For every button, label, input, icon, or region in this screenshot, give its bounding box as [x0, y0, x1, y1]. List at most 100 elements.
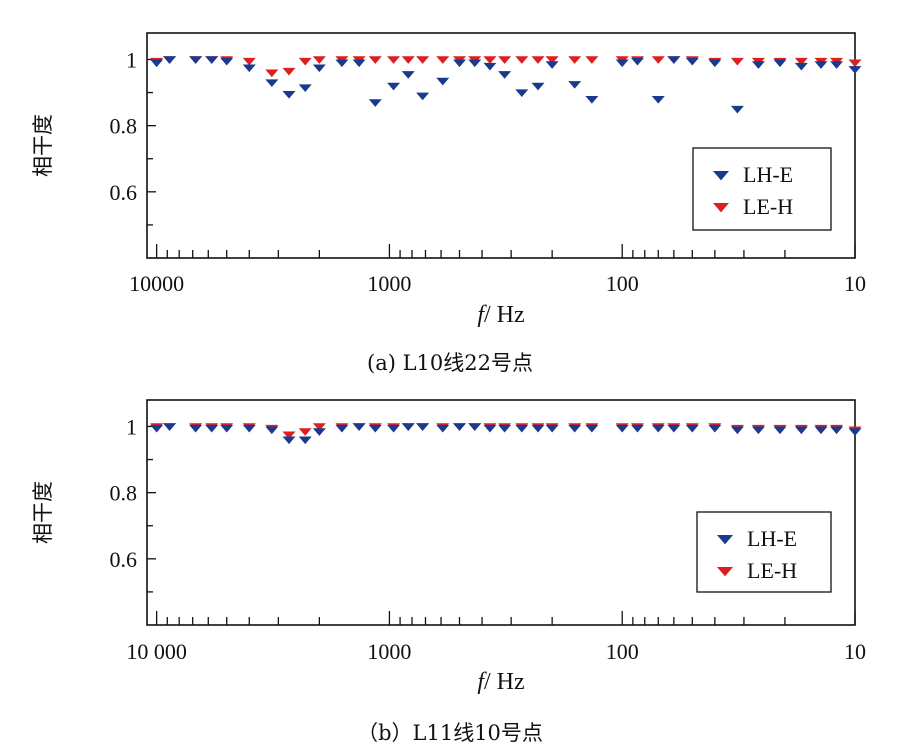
- marker-lh-e: [368, 424, 382, 433]
- marker-lh-e: [830, 426, 844, 435]
- marker-le-h: [416, 56, 430, 64]
- legend: LH-E LE-H: [696, 511, 832, 593]
- marker-le-h: [282, 67, 296, 76]
- marker-lh-e: [220, 424, 234, 433]
- marker-lh-e: [282, 90, 296, 99]
- x-axis-label: f/ Hz: [477, 669, 524, 695]
- marker-le-h: [531, 56, 545, 64]
- marker-lh-e: [615, 424, 629, 433]
- marker-lh-e: [189, 56, 203, 64]
- marker-lh-e: [708, 424, 722, 433]
- marker-lh-e: [189, 424, 203, 433]
- chart-1: 0.6 0.8 1 10 000 1000 100 10 相干度 f/ Hz （b）L11线10号…: [31, 399, 866, 745]
- marker-lh-e: [545, 424, 559, 433]
- marker-le-h: [368, 56, 382, 64]
- marker-le-h: [387, 56, 401, 64]
- marker-le-h: [568, 56, 582, 64]
- marker-lh-e: [531, 424, 545, 433]
- y-axis-label: 相干度: [31, 114, 55, 177]
- marker-lh-e: [150, 59, 164, 68]
- marker-lh-e: [312, 64, 326, 73]
- marker-lh-e: [794, 426, 808, 435]
- chart-0: 0.6 0.8 1 10000 1000 100 10 相干度 f/ Hz (a) L10线22号…: [31, 32, 866, 375]
- marker-lh-e: [150, 424, 164, 433]
- x-tick-label: 1000: [367, 639, 411, 664]
- marker-lh-e: [282, 436, 296, 445]
- chart-caption: （b）L11线10号点: [357, 721, 543, 745]
- marker-lh-e: [436, 424, 450, 433]
- y-tick-label: 1: [126, 414, 137, 439]
- marker-lh-e: [368, 99, 382, 107]
- marker-le-h: [848, 59, 862, 68]
- x-tick-label: 10 000: [126, 639, 187, 664]
- x-tick-label: 1000: [367, 271, 411, 296]
- marker-lh-e: [814, 426, 828, 435]
- y-tick-label: 0.6: [110, 180, 138, 205]
- marker-lh-e: [335, 59, 349, 68]
- marker-lh-e: [773, 426, 787, 435]
- marker-lh-e: [498, 424, 512, 433]
- x-tick-label: 10000: [129, 271, 184, 296]
- x-tick-label: 100: [606, 271, 639, 296]
- marker-lh-e: [814, 61, 828, 69]
- marker-le-h: [651, 56, 665, 64]
- marker-le-h: [312, 423, 326, 431]
- marker-lh-e: [416, 423, 430, 431]
- x-tick-label: 10: [844, 271, 866, 296]
- y-tick-label: 0.6: [110, 547, 138, 572]
- legend-marker-lh-e: [713, 171, 729, 181]
- marker-lh-e: [242, 424, 256, 433]
- marker-lh-e: [545, 61, 559, 69]
- marker-lh-e: [453, 59, 466, 68]
- marker-lh-e: [483, 62, 497, 71]
- marker-lh-e: [730, 105, 744, 114]
- legend-marker-le-h: [717, 567, 733, 577]
- x-axis-label-symbol: f: [477, 302, 487, 328]
- legend: LH-E LE-H: [692, 147, 832, 231]
- marker-lh-e: [387, 424, 401, 433]
- marker-lh-e: [751, 426, 765, 435]
- marker-lh-e: [163, 423, 177, 431]
- plot-frame: [146, 32, 856, 259]
- marker-lh-e: [468, 59, 482, 68]
- marker-le-h: [585, 56, 599, 64]
- marker-lh-e: [298, 84, 312, 92]
- marker-lh-e: [265, 79, 279, 88]
- marker-lh-e: [830, 61, 844, 69]
- marker-lh-e: [401, 71, 415, 79]
- marker-lh-e: [416, 92, 430, 101]
- marker-lh-e: [568, 81, 582, 89]
- marker-lh-e: [848, 66, 862, 74]
- marker-lh-e: [312, 428, 326, 436]
- marker-le-h: [498, 56, 512, 64]
- marker-lh-e: [630, 57, 644, 66]
- marker-lh-e: [515, 89, 529, 97]
- marker-lh-e: [667, 56, 681, 64]
- marker-le-h: [298, 428, 312, 436]
- marker-lh-e: [205, 56, 219, 64]
- marker-lh-e: [773, 59, 787, 68]
- marker-lh-e: [468, 423, 482, 431]
- marker-lh-e: [568, 424, 582, 433]
- marker-le-h: [794, 57, 808, 66]
- marker-le-h: [401, 56, 415, 64]
- x-axis-label: f/ Hz: [477, 302, 524, 328]
- marker-lh-e: [708, 59, 722, 68]
- marker-lh-e: [685, 57, 699, 66]
- y-tick-label: 0.8: [110, 114, 138, 139]
- y-axis-label: 相干度: [31, 481, 55, 544]
- legend-label: LE-H: [747, 558, 797, 583]
- legend-label: LE-H: [743, 194, 793, 219]
- marker-le-h: [242, 57, 256, 66]
- marker-lh-e: [483, 424, 497, 433]
- marker-lh-e: [651, 95, 665, 104]
- marker-lh-e: [585, 95, 599, 104]
- marker-le-h: [515, 56, 529, 64]
- legend-label: LH-E: [743, 162, 793, 187]
- marker-lh-e: [387, 82, 401, 91]
- marker-lh-e: [498, 71, 512, 79]
- marker-le-h: [265, 69, 279, 78]
- marker-lh-e: [651, 424, 665, 433]
- x-axis-label-unit: / Hz: [484, 302, 525, 328]
